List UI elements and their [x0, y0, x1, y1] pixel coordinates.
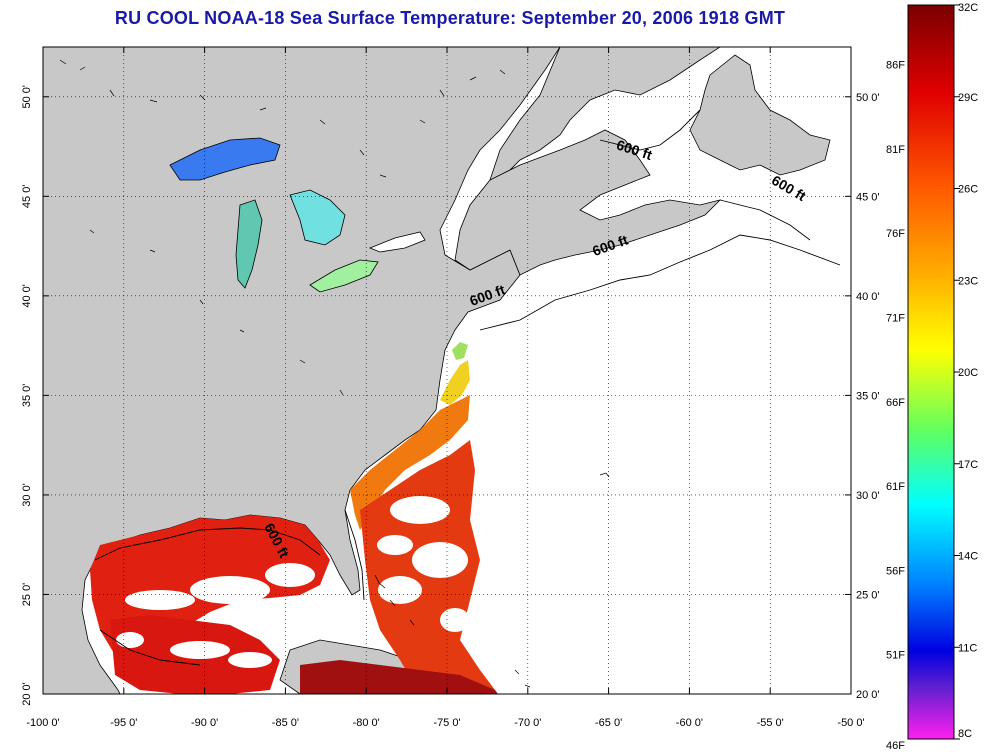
colorbar-fahrenheit-label: 86F: [886, 60, 905, 72]
longitude-labels: -100 0' -95 0' -90 0' -85 0' -80 0' -75 …: [26, 717, 864, 729]
lake-huron: [289, 189, 346, 246]
lat-label-left: 35 0': [21, 384, 33, 408]
colorbar-celsius-label: 17C: [958, 459, 978, 471]
sst-mid-atlantic: [452, 342, 468, 360]
lat-label: 45 0': [856, 191, 880, 203]
colorbar-ticks: [954, 4, 960, 740]
lat-label: 35 0': [856, 390, 880, 402]
lat-label: 50 0': [856, 92, 880, 104]
isobath-600ft-lines: [94, 109, 841, 666]
lat-label-left: 25 0': [21, 583, 33, 607]
lake-ontario: [368, 231, 426, 253]
lat-label-left: 40 0': [21, 284, 33, 308]
colorbar-celsius-label: 14C: [958, 551, 978, 563]
sst-cape-hatteras: [440, 360, 470, 405]
lake-superior: [169, 137, 281, 181]
lat-label: 20 0': [856, 689, 880, 701]
sst-caribbean: [300, 660, 498, 694]
colorbar-celsius-label: 26C: [958, 184, 978, 196]
lat-label: 40 0': [856, 291, 880, 303]
colorbar-fahrenheit-label: 76F: [886, 228, 905, 240]
land-labrador: [489, 47, 721, 181]
colorbar-celsius-label: 32C: [958, 2, 978, 14]
lat-label-left: 30 0': [21, 483, 33, 507]
colorbar-celsius-label: 20C: [958, 367, 978, 379]
lake-erie: [309, 259, 379, 293]
colorbar-fahrenheit-label: 81F: [886, 144, 905, 156]
colorbar: [907, 4, 955, 740]
sst-gulf-stream: [350, 395, 470, 530]
coastline-details: [59, 59, 610, 688]
land-newfoundland: [689, 54, 831, 176]
lon-label: -100 0': [26, 717, 59, 729]
lon-label: -65 0': [595, 717, 622, 729]
lon-label: -75 0': [433, 717, 460, 729]
map-title: RU COOL NOAA-18 Sea Surface Temperature:…: [114, 8, 786, 28]
colorbar-celsius-label: 23C: [958, 275, 978, 287]
lat-label-left: 45 0': [21, 185, 33, 209]
colorbar-celsius-label: 8C: [958, 728, 972, 740]
cloud-gaps: [116, 496, 470, 668]
colorbar-celsius-labels: 32C 29C 26C 23C 20C 17C 14C 11C 8C: [958, 2, 978, 740]
colorbar-fahrenheit-label: 66F: [886, 397, 905, 409]
lon-label: -80 0': [353, 717, 380, 729]
lat-label-left: 50 0': [21, 85, 33, 109]
lon-label: -85 0': [272, 717, 299, 729]
colorbar-fahrenheit-labels: 86F 81F 76F 71F 66F 61F 56F 51F 46F: [886, 60, 905, 752]
latitude-labels: 20 0' 25 0' 30 0' 35 0' 40 0' 45 0' 50 0…: [21, 85, 880, 706]
lon-label: -95 0': [110, 717, 137, 729]
map-ticks: [42, 47, 852, 695]
lon-label: -60 0': [676, 717, 703, 729]
colorbar-fahrenheit-label: 61F: [886, 481, 905, 493]
lon-label: -55 0': [757, 717, 784, 729]
map-layers: [43, 47, 841, 694]
colorbar-celsius-label: 11C: [958, 642, 977, 654]
lat-label: 30 0': [856, 490, 880, 502]
lake-michigan: [235, 199, 263, 289]
lon-label: -90 0': [191, 717, 218, 729]
lon-label: -70 0': [514, 717, 541, 729]
lon-label: -50 0': [837, 717, 864, 729]
colorbar-fahrenheit-label: 51F: [886, 650, 905, 662]
colorbar-fahrenheit-label: 46F: [886, 740, 905, 752]
colorbar-fahrenheit-label: 71F: [886, 313, 905, 325]
colorbar-celsius-label: 29C: [958, 92, 978, 104]
colorbar-fahrenheit-label: 56F: [886, 565, 905, 577]
lat-label-left: 20 0': [21, 682, 33, 706]
lat-label: 25 0': [856, 589, 880, 601]
